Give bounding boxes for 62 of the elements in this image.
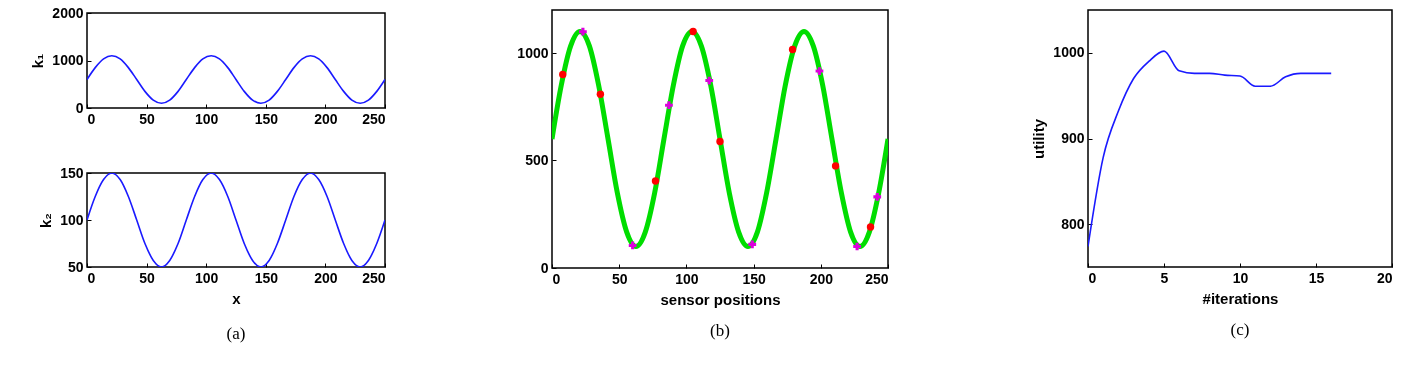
x-tick-label: 100 bbox=[195, 269, 219, 286]
point bbox=[705, 76, 714, 85]
y-tick-label: 1000 bbox=[52, 52, 84, 68]
y-tick-label: 150 bbox=[60, 164, 84, 181]
y-tick-label: 500 bbox=[525, 152, 549, 168]
x-tick-label: 150 bbox=[742, 270, 766, 287]
x-tick-label: 50 bbox=[139, 269, 156, 286]
y-axis-title: k₂ bbox=[37, 212, 55, 229]
text: (b) bbox=[710, 321, 730, 340]
y-tick-label: 2000 bbox=[52, 4, 84, 21]
point bbox=[853, 242, 861, 251]
y-tick-label: 50 bbox=[67, 258, 84, 275]
point bbox=[689, 27, 697, 36]
point bbox=[815, 67, 824, 75]
point bbox=[651, 177, 660, 185]
point bbox=[831, 162, 840, 170]
text: (a) bbox=[226, 324, 246, 343]
y-axis-title: utility bbox=[1030, 118, 1048, 159]
y-axis-title: k₁ bbox=[29, 53, 47, 69]
y-tick-label: 100 bbox=[60, 211, 84, 228]
x-tick-label: 5 bbox=[1160, 269, 1169, 286]
x-tick-label: 200 bbox=[314, 110, 338, 127]
line-series bbox=[1088, 50, 1332, 248]
point bbox=[866, 223, 875, 231]
x-tick-label: 0 bbox=[87, 269, 96, 286]
x-tick-label: 0 bbox=[1088, 269, 1097, 286]
x-axis-title: x bbox=[232, 289, 242, 307]
x-tick-label: 0 bbox=[87, 110, 96, 127]
y-tick-label: 1000 bbox=[517, 44, 549, 61]
point bbox=[748, 240, 757, 249]
x-tick-label: 15 bbox=[1308, 269, 1325, 286]
x-tick-label: 50 bbox=[139, 110, 156, 127]
x-axis-title: #iterations bbox=[1202, 289, 1279, 307]
x-tick-label: 200 bbox=[809, 270, 834, 287]
y-tick-label: 0 bbox=[75, 99, 84, 116]
point bbox=[665, 101, 673, 110]
x-tick-label: 10 bbox=[1232, 269, 1249, 286]
y-tick-label: 800 bbox=[1061, 215, 1085, 232]
x-tick-label: 250 bbox=[362, 269, 386, 286]
line-series bbox=[87, 54, 385, 105]
x-tick-label: 150 bbox=[254, 110, 279, 127]
point bbox=[596, 90, 605, 98]
point bbox=[628, 241, 637, 250]
point bbox=[559, 70, 567, 79]
x-tick-label: 250 bbox=[865, 270, 889, 287]
y-tick-label: 900 bbox=[1061, 130, 1085, 146]
x-tick-label: 0 bbox=[552, 270, 561, 287]
x-tick-label: 20 bbox=[1376, 269, 1393, 286]
x-tick-label: 100 bbox=[675, 270, 699, 287]
x-tick-label: 250 bbox=[362, 110, 386, 127]
x-axis-title: sensor positions bbox=[660, 290, 781, 308]
point bbox=[579, 27, 587, 36]
text: (c) bbox=[1230, 320, 1250, 339]
x-tick-label: 200 bbox=[314, 269, 338, 286]
x-tick-label: 100 bbox=[195, 110, 219, 127]
point bbox=[788, 45, 797, 54]
y-tick-label: 1000 bbox=[1053, 44, 1085, 61]
x-tick-label: 50 bbox=[611, 270, 628, 287]
point bbox=[716, 137, 724, 146]
line-series bbox=[87, 173, 385, 267]
x-tick-label: 150 bbox=[254, 269, 279, 286]
point bbox=[873, 192, 882, 201]
